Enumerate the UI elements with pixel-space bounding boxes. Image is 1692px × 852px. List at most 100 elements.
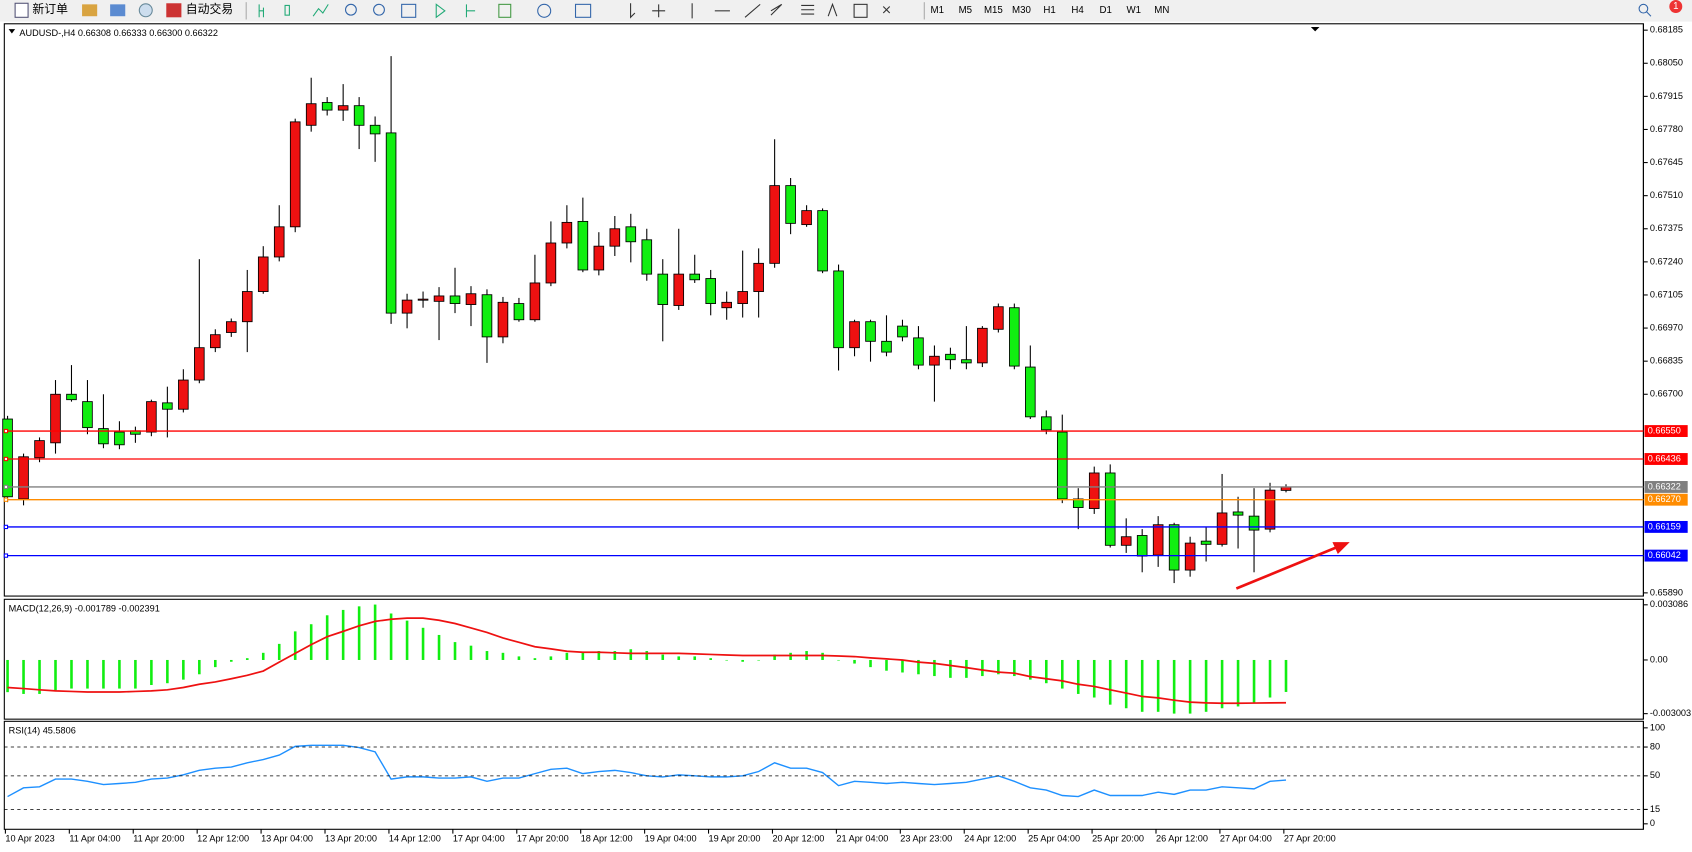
autoscroll-icon[interactable] — [435, 3, 446, 19]
icon[interactable] — [82, 4, 98, 17]
candle-body — [545, 242, 557, 284]
macd-bar — [917, 659, 920, 675]
y-tick-label: 50 — [1650, 770, 1660, 780]
candle-body — [241, 291, 253, 323]
candle-body — [785, 185, 796, 224]
macd-bar — [1108, 659, 1112, 705]
macd-bar — [933, 659, 936, 677]
timeframe-button[interactable]: MN — [1154, 5, 1169, 16]
candle-body — [289, 121, 301, 228]
candle-body — [1184, 542, 1196, 571]
candle-body — [961, 359, 972, 364]
new-order-icon[interactable] — [14, 2, 29, 18]
candle-body — [369, 124, 381, 135]
macd-bar — [821, 652, 824, 660]
x-tick-label: 18 Apr 12:00 — [581, 833, 633, 843]
candle-body — [865, 321, 876, 342]
level-label-box — [1644, 481, 1688, 493]
candle-body — [257, 256, 269, 292]
timeframe-button[interactable]: D1 — [1099, 5, 1111, 16]
cursor-icon[interactable] — [630, 3, 636, 19]
templates-icon[interactable] — [574, 3, 592, 18]
level-label-box — [1644, 493, 1688, 506]
macd-bar — [1140, 659, 1144, 712]
x-tick-label: 13 Apr 20:00 — [325, 833, 377, 843]
icon[interactable] — [138, 3, 153, 18]
macd-bar — [1060, 659, 1064, 689]
tile-icon[interactable] — [401, 3, 417, 18]
label-tool-icon[interactable] — [853, 3, 868, 18]
new-order-button[interactable]: 新订单 — [32, 2, 68, 16]
channel-icon[interactable] — [770, 3, 783, 16]
y-tick-label: 0.67645 — [1650, 157, 1683, 167]
timeframe-button[interactable]: M5 — [959, 5, 972, 16]
x-tick-label: 27 Apr 04:00 — [1220, 833, 1272, 843]
search-icon[interactable] — [1638, 3, 1649, 14]
level-label: 0.66436 — [1648, 453, 1681, 463]
shift-icon[interactable] — [465, 4, 476, 18]
macd-bar — [1172, 659, 1176, 714]
timeframe-button[interactable]: M15 — [984, 5, 1003, 16]
level-label-box — [1644, 520, 1688, 533]
y-tick-label: 0 — [1650, 818, 1655, 828]
auto-trade-button[interactable]: 自动交易 — [186, 2, 233, 16]
candle-icon[interactable] — [284, 4, 290, 16]
candle-body — [401, 299, 413, 314]
candle-body — [833, 270, 844, 349]
y-tick-label: 0.67510 — [1650, 190, 1683, 200]
timeframe-button[interactable]: H4 — [1071, 5, 1084, 16]
macd-bar — [837, 659, 840, 661]
x-tick-label: 20 Apr 12:00 — [772, 833, 824, 843]
candle-body — [1056, 431, 1068, 500]
pane-title: MACD(12,26,9) -0.001789 -0.002391 — [9, 603, 160, 613]
macd-bar — [118, 659, 121, 689]
candle-body — [34, 440, 45, 459]
timeframe-button[interactable]: M1 — [930, 5, 943, 16]
x-tick-label: 14 Apr 12:00 — [389, 833, 441, 843]
macd-bar — [1013, 659, 1016, 677]
candle-body — [593, 245, 605, 271]
macd-bar — [1252, 659, 1256, 703]
candle-body — [50, 393, 61, 444]
timeframe-button[interactable]: M30 — [1012, 5, 1031, 16]
macd-bar — [853, 659, 856, 664]
icon[interactable] — [110, 4, 126, 17]
macd-bar — [757, 659, 760, 661]
y-tick-label: 80 — [1650, 741, 1660, 751]
level-handle — [3, 553, 9, 558]
candle-body — [881, 340, 892, 353]
fibo-icon[interactable] — [801, 4, 815, 15]
y-tick-label: 0.67780 — [1650, 124, 1683, 134]
macd-bar — [38, 659, 41, 694]
timeframe-button[interactable]: W1 — [1126, 5, 1141, 16]
shapes-icon[interactable] — [882, 6, 891, 14]
y-tick-label: 0.66700 — [1650, 389, 1683, 399]
zoom-out-icon[interactable] — [373, 3, 385, 16]
macd-bar — [677, 656, 681, 660]
macd-bar — [1220, 659, 1224, 709]
x-tick-label: 17 Apr 20:00 — [517, 833, 569, 843]
timeframe-bar: M1 M5 M15 M30 H1 H4 D1 W1 MN — [930, 5, 1169, 16]
bar-chart-icon[interactable] — [258, 4, 265, 18]
candle-body — [337, 105, 349, 111]
candle-body — [657, 273, 669, 305]
timeframe-button[interactable]: H1 — [1043, 5, 1055, 16]
candle-body — [561, 221, 573, 244]
line-icon[interactable] — [312, 4, 329, 17]
x-tick-label: 25 Apr 04:00 — [1028, 833, 1080, 843]
macd-bar — [1236, 659, 1240, 707]
notification-badge[interactable] — [1669, 0, 1683, 13]
periods-icon[interactable] — [537, 3, 552, 18]
macd-bar — [389, 613, 393, 660]
trendline-icon[interactable] — [744, 3, 761, 18]
indicators-icon[interactable] — [498, 3, 512, 18]
x-tick-label: 11 Apr 04:00 — [69, 833, 120, 843]
pane-title: RSI(14) 45.5806 — [9, 725, 76, 735]
text-tool-icon[interactable] — [827, 2, 838, 17]
macd-bar — [981, 659, 984, 677]
zoom-in-icon[interactable] — [344, 3, 357, 16]
x-tick-label: 19 Apr 04:00 — [645, 833, 697, 843]
crosshair-icon[interactable] — [652, 4, 666, 18]
series-layer — [2, 56, 1292, 584]
auto-trade-icon[interactable] — [166, 3, 182, 18]
